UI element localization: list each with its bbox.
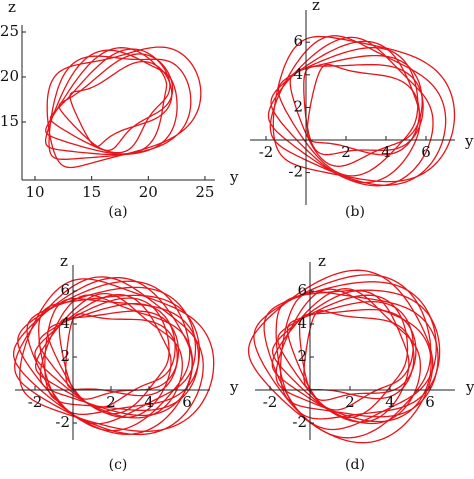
trajectory	[44, 49, 178, 156]
caption: (d)	[345, 457, 365, 473]
y-tick-label: 25	[0, 22, 19, 40]
x-tick-label: 6	[182, 393, 192, 411]
x-tick-label: 6	[421, 143, 431, 161]
trajectory	[46, 46, 202, 169]
caption: (b)	[345, 204, 365, 220]
trajectory	[19, 278, 215, 432]
y-axis-label: z	[312, 0, 320, 14]
trajectory	[303, 310, 415, 400]
y-tick-label: 2	[297, 347, 307, 365]
trajectory	[279, 291, 439, 418]
trajectory	[303, 63, 424, 156]
y-tick-label: 6	[293, 32, 303, 50]
trajectory	[286, 300, 414, 411]
trajectory	[65, 313, 178, 397]
x-axis-label: y	[229, 378, 239, 396]
y-tick-label: -2	[292, 413, 307, 431]
trajectory	[271, 290, 410, 423]
trajectory	[267, 36, 434, 187]
trajectory	[272, 35, 456, 183]
trajectory	[14, 276, 204, 436]
trajectory	[39, 294, 194, 417]
y-tick-label: -2	[55, 413, 70, 431]
trajectory	[269, 35, 447, 186]
x-tick-label: 6	[425, 393, 435, 411]
y-tick-label: 15	[0, 112, 19, 130]
x-tick-label: 10	[25, 183, 44, 201]
trajectory	[58, 53, 174, 152]
trajectory	[44, 297, 200, 412]
y-tick-label: 2	[60, 347, 70, 365]
y-tick-label: 20	[0, 67, 19, 85]
trajectory	[306, 63, 420, 156]
x-tick-label: 4	[144, 393, 154, 411]
x-tick-label: 15	[82, 183, 101, 201]
trajectory	[253, 274, 432, 439]
caption: (a)	[108, 204, 127, 220]
trajectory	[298, 308, 417, 401]
trajectory	[277, 46, 419, 177]
y-axis-label: z	[60, 252, 68, 270]
y-axis-label: z	[8, 0, 16, 16]
x-tick-label: -2	[28, 393, 43, 411]
x-tick-label: -2	[263, 393, 278, 411]
x-tick-label: 2	[106, 393, 116, 411]
x-axis-label: y	[229, 168, 239, 186]
trajectory	[38, 294, 201, 416]
y-tick-label: -2	[288, 163, 303, 181]
trajectory	[263, 281, 437, 431]
x-axis-label: y	[464, 132, 474, 150]
y-tick-label: 2	[293, 97, 303, 115]
x-tick-label: 2	[345, 393, 355, 411]
y-axis-label: z	[318, 252, 326, 270]
trajectory	[247, 269, 434, 444]
y-tick-label: 6	[60, 281, 70, 299]
x-tick-label: 2	[341, 143, 351, 161]
trajectory	[48, 55, 192, 160]
x-tick-label: 25	[195, 183, 214, 201]
caption: (c)	[109, 457, 128, 473]
x-tick-label: 4	[381, 143, 391, 161]
y-tick-label: 6	[297, 281, 307, 299]
y-tick-label: 4	[293, 65, 303, 83]
trajectory	[270, 40, 421, 184]
x-tick-label: 4	[385, 393, 395, 411]
x-axis-label: y	[465, 378, 474, 396]
trajectory	[58, 310, 180, 400]
x-tick-label: 20	[139, 183, 158, 201]
y-tick-label: 4	[60, 314, 70, 332]
x-tick-label: -2	[259, 143, 274, 161]
y-tick-label: 4	[297, 314, 307, 332]
